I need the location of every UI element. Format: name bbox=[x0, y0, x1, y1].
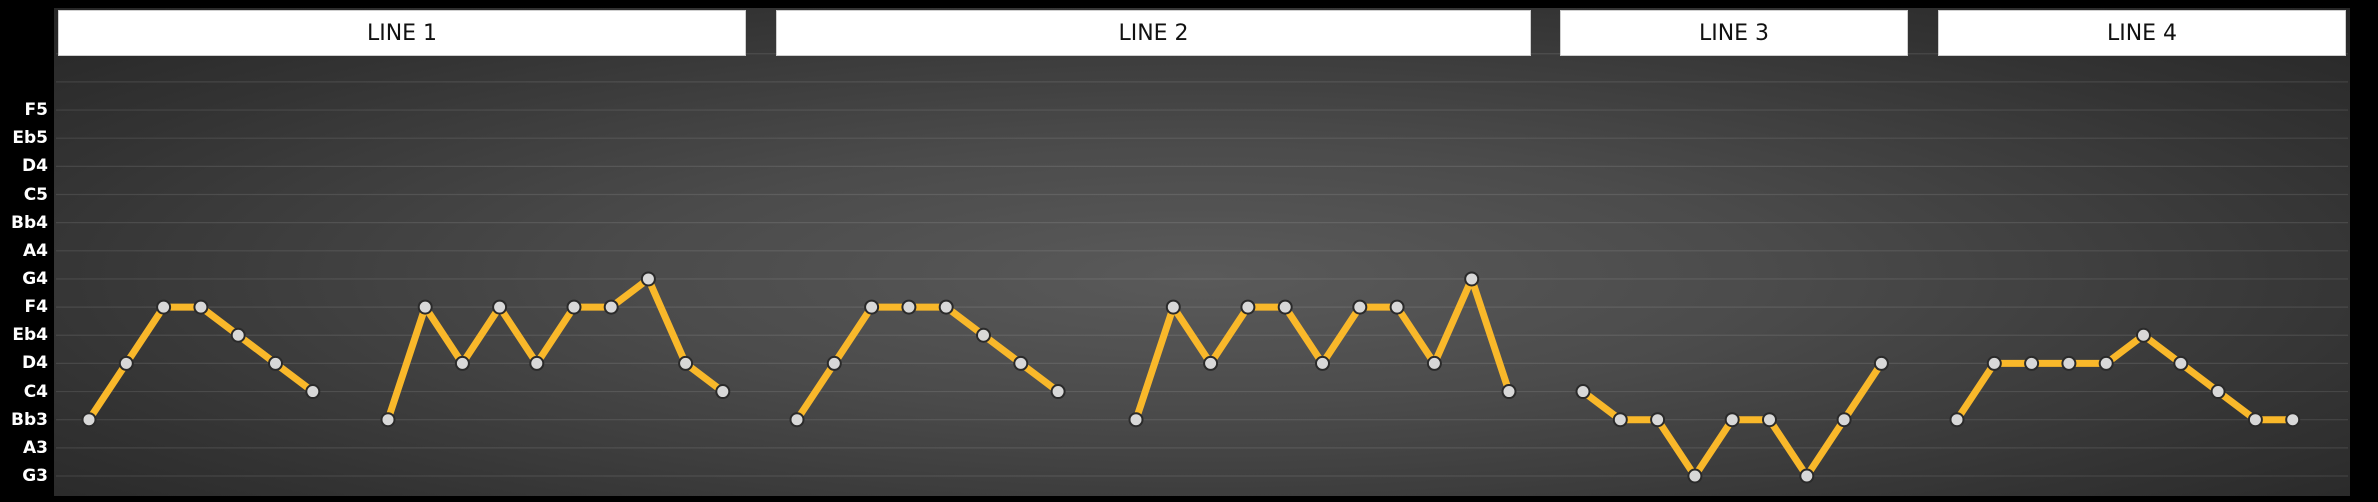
note-point bbox=[1352, 299, 1368, 315]
y-tick-label: Eb4 bbox=[12, 325, 48, 346]
note-point bbox=[1203, 355, 1219, 371]
note-point bbox=[1575, 384, 1591, 400]
note-point bbox=[193, 299, 209, 315]
note-point bbox=[1836, 412, 1852, 428]
note-point bbox=[1050, 384, 1066, 400]
note-point bbox=[492, 299, 508, 315]
note-point bbox=[1986, 355, 2002, 371]
note-point bbox=[640, 271, 656, 287]
note-point bbox=[938, 299, 954, 315]
series-line bbox=[384, 275, 727, 424]
note-point bbox=[826, 355, 842, 371]
y-tick-label: D4 bbox=[22, 353, 48, 374]
y-tick-label: C4 bbox=[23, 381, 48, 402]
note-point bbox=[603, 299, 619, 315]
note-point bbox=[1724, 412, 1740, 428]
line-3-header: LINE 3 bbox=[1560, 10, 1908, 56]
note-point bbox=[2061, 355, 2077, 371]
y-tick-label: F4 bbox=[24, 297, 48, 318]
note-point bbox=[380, 412, 396, 428]
note-point bbox=[901, 299, 917, 315]
note-point bbox=[1128, 412, 1144, 428]
note-point bbox=[1426, 355, 1442, 371]
note-point bbox=[305, 384, 321, 400]
note-point bbox=[2024, 355, 2040, 371]
note-point bbox=[156, 299, 172, 315]
note-point bbox=[2247, 412, 2263, 428]
note-point bbox=[454, 355, 470, 371]
note-point bbox=[1799, 468, 1815, 484]
plot-area bbox=[54, 8, 2350, 496]
note-point bbox=[1501, 384, 1517, 400]
note-point bbox=[2285, 412, 2301, 428]
note-point bbox=[789, 412, 805, 428]
note-point bbox=[1165, 299, 1181, 315]
note-point bbox=[2136, 327, 2151, 343]
note-point bbox=[118, 355, 134, 371]
note-point bbox=[2098, 355, 2114, 371]
note-point bbox=[1464, 271, 1480, 287]
y-tick-label: G3 bbox=[22, 466, 48, 486]
note-point bbox=[678, 355, 694, 371]
note-point bbox=[81, 412, 97, 428]
y-tick-label: G4 bbox=[22, 268, 48, 289]
y-tick-label: Eb5 bbox=[12, 128, 48, 149]
y-tick-label: Bb3 bbox=[11, 409, 48, 430]
series-line bbox=[1953, 331, 2297, 424]
note-point bbox=[1949, 412, 1965, 428]
line-1-header: LINE 1 bbox=[58, 10, 746, 56]
note-point bbox=[2210, 384, 2226, 400]
note-point bbox=[417, 299, 433, 315]
note-point bbox=[1687, 468, 1703, 484]
note-point bbox=[1389, 299, 1405, 315]
note-point bbox=[715, 384, 731, 400]
note-point bbox=[1013, 355, 1029, 371]
y-tick-label: C5 bbox=[23, 184, 48, 205]
note-point bbox=[2173, 355, 2189, 371]
series-line bbox=[793, 303, 1062, 424]
y-tick-label: A4 bbox=[23, 240, 48, 261]
note-point bbox=[566, 299, 582, 315]
note-point bbox=[1873, 355, 1889, 371]
note-point bbox=[1762, 412, 1777, 428]
note-point bbox=[1650, 412, 1666, 428]
note-point bbox=[1277, 299, 1293, 315]
note-point bbox=[864, 299, 880, 315]
note-point bbox=[230, 327, 246, 343]
note-point bbox=[976, 327, 991, 343]
y-tick-label: F5 bbox=[24, 100, 48, 121]
note-point bbox=[1315, 355, 1330, 371]
note-point bbox=[1612, 412, 1628, 428]
note-point bbox=[529, 355, 545, 371]
line-4-header: LINE 4 bbox=[1938, 10, 2346, 56]
y-tick-label: A3 bbox=[23, 437, 48, 458]
note-point bbox=[268, 355, 283, 371]
note-point bbox=[1240, 299, 1256, 315]
series-line bbox=[1132, 275, 1513, 424]
line-2-header: LINE 2 bbox=[776, 10, 1531, 56]
y-tick-label: Bb4 bbox=[11, 212, 48, 233]
y-tick-label: D4 bbox=[22, 156, 48, 177]
